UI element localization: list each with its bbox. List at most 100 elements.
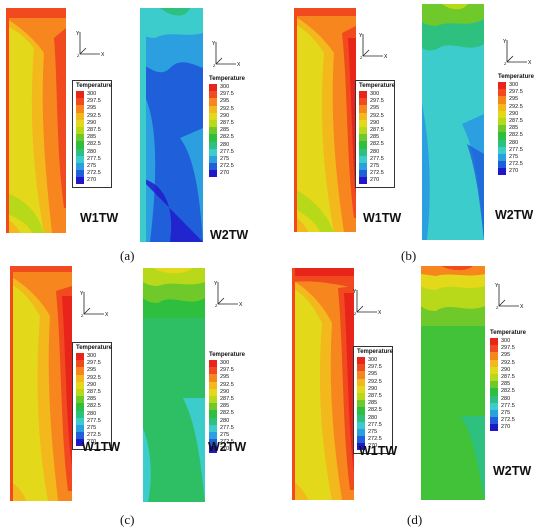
legend-swatch [357,364,365,372]
legend-entry: 282.5 [76,141,108,149]
legend-entry: 297.5 [498,89,538,97]
legend-swatch [209,91,217,99]
legend-entry: 277.5 [76,417,108,425]
legend-swatch [359,105,367,113]
panel-label-a: (a) [120,248,135,263]
legend-entry: 287.5 [359,126,391,135]
legend-value: 270 [509,168,519,175]
temperature-legend-b2: Temperature 300 297.5 295 292.5 290 287.5 285 2… [495,72,541,184]
svg-text:Z: Z [81,313,84,318]
legend-value: 300 [501,338,511,345]
legend-entry: 275 [209,431,249,440]
w1tw-contour-d [292,268,354,500]
legend-entry: 275 [76,424,108,433]
legend-swatch [359,126,367,135]
legend-entry: 277.5 [76,155,108,163]
legend-entry: 297.5 [76,98,108,106]
legend-entry: 290 [359,119,391,127]
legend-entry: 285 [498,125,538,133]
legend-value: 297.5 [87,98,101,105]
legend-swatch [76,177,84,185]
legend-entry: 277.5 [359,155,391,163]
panel-label-c: (c) [120,512,135,527]
legend-swatch [490,395,498,403]
legend-entry: 292.5 [209,381,249,389]
legend-entry: 287.5 [490,373,530,382]
legend-swatch [76,162,84,171]
legend-entry: 285 [357,400,389,408]
legend-swatch [209,127,217,135]
legend-value: 285 [220,127,230,134]
legend-value: 287.5 [370,127,384,134]
legend-entry: 295 [357,371,389,379]
legend-swatch [359,91,367,99]
legend-value: 285 [220,403,230,410]
legend-value: 292.5 [370,112,384,119]
legend-entry: 297.5 [357,364,389,372]
legend-entry: 272.5 [498,161,538,169]
axis-triad-b1: Y X Z [353,30,389,60]
legend-title: Temperature [498,74,534,80]
legend-value: 290 [501,366,511,373]
legend-value: 277.5 [220,148,234,155]
legend-swatch [498,117,506,126]
legend-swatch [357,371,365,379]
temperature-legend-b1: Temperature 300 297.5 295 292.5 290 287.5 285 2… [355,80,395,188]
legend-swatch [498,125,506,133]
w2tw-contour-d [421,266,485,500]
legend-value: 272.5 [87,170,101,177]
legend-value: 277.5 [509,146,523,153]
legend-entry: 272.5 [209,163,249,171]
legend-value: 282.5 [87,141,101,148]
legend-value: 292.5 [87,374,101,381]
legend-entry: 277.5 [209,148,249,156]
legend-value: 270 [368,443,378,450]
legend-entry: 285 [76,396,108,404]
legend-value: 300 [220,360,230,367]
legend-entry: 287.5 [498,117,538,126]
legend-swatch [490,381,498,389]
svg-text:Z: Z [360,55,363,60]
legend-value: 300 [509,82,519,89]
legend-entry: 280 [209,417,249,425]
legend-value: 285 [509,125,519,132]
legend-entry: 292.5 [357,378,389,386]
legend-swatch [490,417,498,425]
legend-swatch [490,338,498,346]
legend-swatch [76,424,84,433]
legend-swatch [359,162,367,171]
w2tw-contour-c [143,268,205,502]
svg-text:Z: Z [77,53,80,58]
legend-swatch [498,89,506,97]
legend-swatch [357,378,365,386]
legend-swatch [490,402,498,410]
legend-value: 290 [220,388,230,395]
svg-text:Y: Y [359,33,363,39]
legend-value: 287.5 [87,389,101,396]
legend-entry: 295 [209,98,249,106]
legend-value: 282.5 [368,407,382,414]
legend-entry: 275 [357,428,389,437]
legend-swatch [209,410,217,418]
legend-swatch [76,360,84,368]
legend-entry: 292.5 [76,374,108,382]
legend-swatch [76,98,84,106]
w1tw-contour-c [10,266,72,501]
legend-swatch [76,388,84,397]
legend-entry: 295 [76,105,108,113]
svg-text:Z: Z [354,311,357,316]
legend-title: Temperature [76,83,112,89]
legend-value: 275 [509,153,519,160]
legend-swatch [209,431,217,440]
legend-value: 282.5 [220,134,234,141]
legend-swatch [357,400,365,408]
legend-entry: 277.5 [498,146,538,154]
legend-value: 290 [368,385,378,392]
legend-swatch [209,105,217,113]
legend-value: 300 [368,357,378,364]
legend-value: 295 [87,367,97,374]
legend-value: 277.5 [501,402,515,409]
legend-value: 297.5 [87,360,101,367]
legend-value: 295 [220,98,230,105]
